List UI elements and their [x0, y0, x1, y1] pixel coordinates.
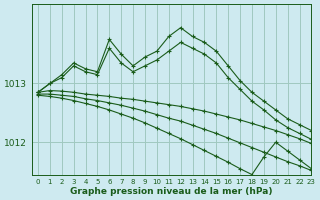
X-axis label: Graphe pression niveau de la mer (hPa): Graphe pression niveau de la mer (hPa)	[70, 187, 273, 196]
